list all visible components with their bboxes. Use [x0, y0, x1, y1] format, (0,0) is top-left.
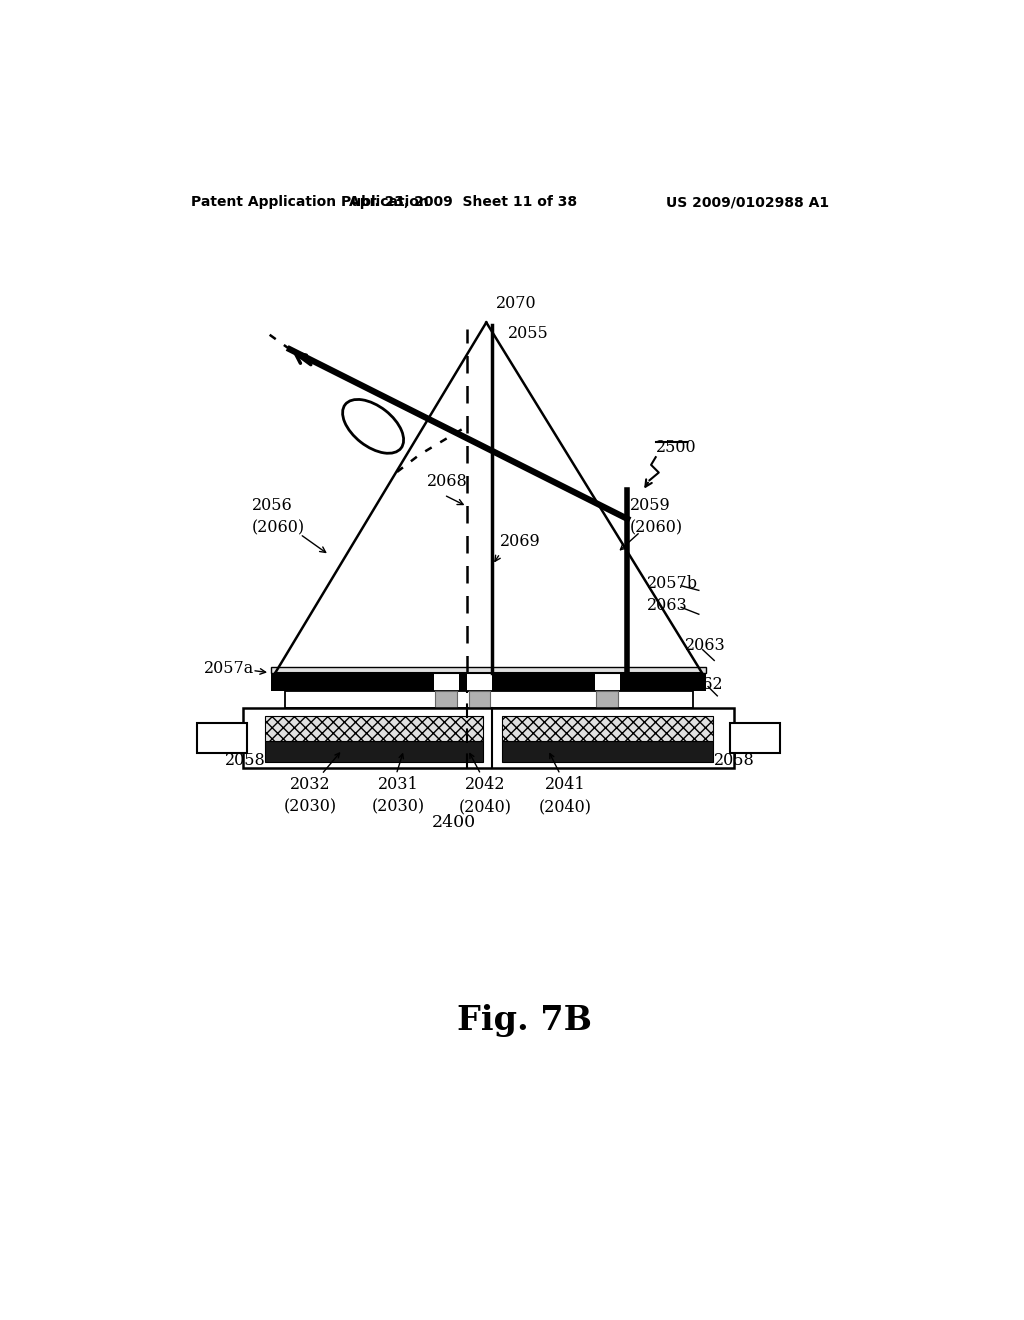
Bar [435, 692, 457, 708]
Bar [502, 742, 713, 762]
Bar [264, 742, 483, 762]
Bar [595, 672, 620, 692]
Text: 2057b: 2057b [646, 576, 697, 591]
Bar [197, 723, 247, 754]
Bar [730, 723, 780, 754]
Text: 2055: 2055 [508, 326, 549, 342]
Bar [271, 673, 706, 692]
Text: 2032
(2030): 2032 (2030) [284, 776, 337, 816]
Bar [596, 692, 617, 708]
Text: Patent Application Publication: Patent Application Publication [190, 195, 428, 210]
Bar [434, 672, 459, 692]
Text: 2059
(2060): 2059 (2060) [630, 496, 683, 536]
Bar [467, 672, 492, 692]
Text: 2056
(2060): 2056 (2060) [252, 496, 305, 536]
Text: US 2009/0102988 A1: US 2009/0102988 A1 [667, 195, 829, 210]
Text: 2063: 2063 [685, 636, 726, 653]
Text: 2058: 2058 [714, 752, 755, 770]
Text: 2500: 2500 [655, 438, 696, 455]
Text: 2042
(2040): 2042 (2040) [459, 776, 511, 816]
Text: 2400: 2400 [432, 813, 476, 830]
Text: Fig. 7B: Fig. 7B [458, 1005, 592, 1038]
Bar [271, 667, 706, 673]
Bar [264, 715, 483, 742]
Bar [243, 708, 734, 768]
Text: 2041
(2040): 2041 (2040) [539, 776, 592, 816]
Bar [502, 715, 713, 742]
Text: 2062: 2062 [683, 676, 724, 693]
Text: 2031
(2030): 2031 (2030) [372, 776, 425, 816]
Bar [285, 692, 692, 708]
Text: 2063: 2063 [646, 597, 687, 614]
Text: 2069: 2069 [500, 533, 541, 550]
Text: 2068: 2068 [427, 474, 468, 490]
Text: 2058: 2058 [224, 752, 265, 770]
Text: Apr. 23, 2009  Sheet 11 of 38: Apr. 23, 2009 Sheet 11 of 38 [349, 195, 578, 210]
Text: 2057a: 2057a [204, 660, 254, 677]
Bar [469, 692, 490, 708]
Text: 2070: 2070 [496, 294, 537, 312]
